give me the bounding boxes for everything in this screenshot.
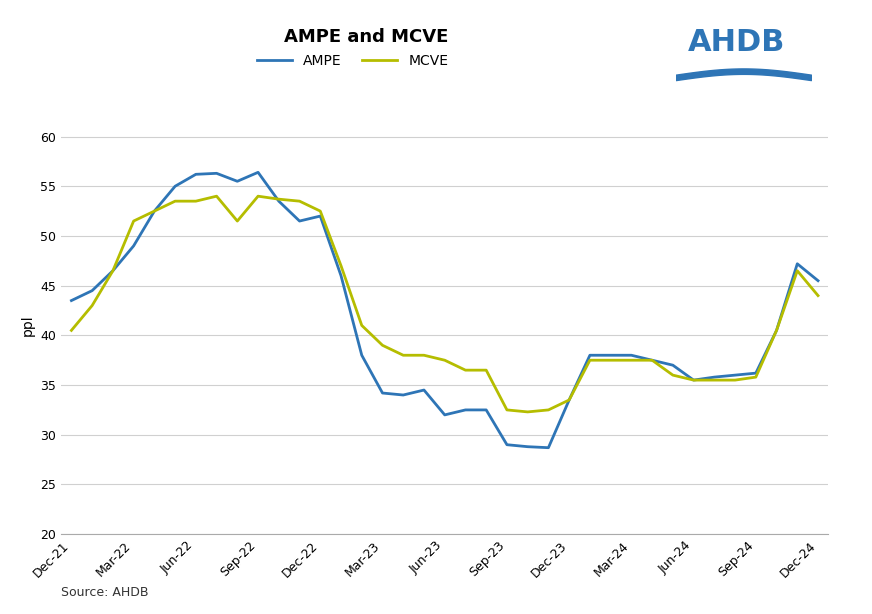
Text: Source: AHDB: Source: AHDB xyxy=(61,586,148,599)
Text: AMPE and MCVE: AMPE and MCVE xyxy=(284,28,448,46)
Y-axis label: ppl: ppl xyxy=(21,314,35,336)
Legend: AMPE, MCVE: AMPE, MCVE xyxy=(251,49,453,74)
Text: AHDB: AHDB xyxy=(688,28,786,58)
